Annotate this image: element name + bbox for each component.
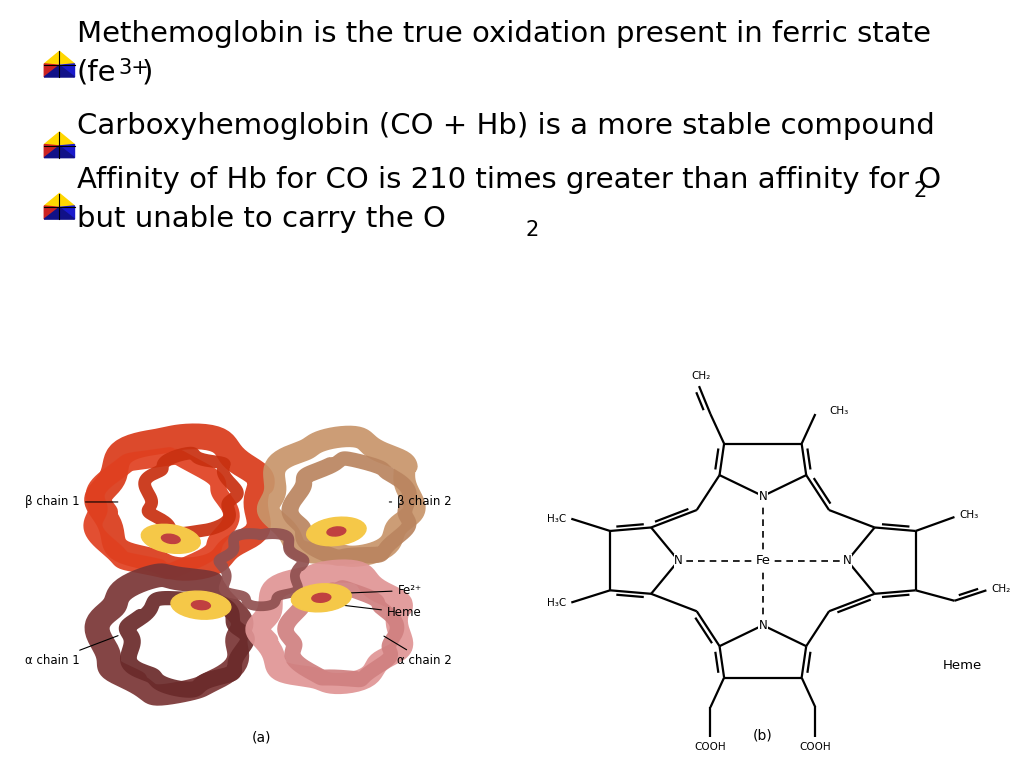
Text: Methemoglobin is the true oxidation present in ferric state: Methemoglobin is the true oxidation pres… bbox=[77, 20, 931, 48]
Text: (a): (a) bbox=[251, 730, 271, 745]
Text: Heme: Heme bbox=[314, 602, 422, 619]
Polygon shape bbox=[59, 206, 75, 219]
Text: β chain 1: β chain 1 bbox=[26, 495, 118, 508]
Ellipse shape bbox=[191, 601, 210, 610]
Text: CH₃: CH₃ bbox=[959, 510, 978, 520]
Ellipse shape bbox=[327, 527, 346, 536]
Ellipse shape bbox=[141, 525, 201, 554]
Polygon shape bbox=[44, 64, 59, 77]
Polygon shape bbox=[44, 65, 75, 77]
Text: 2: 2 bbox=[913, 181, 927, 201]
Polygon shape bbox=[59, 144, 75, 157]
Text: α chain 2: α chain 2 bbox=[384, 636, 452, 667]
Text: β chain 2: β chain 2 bbox=[389, 495, 452, 508]
Ellipse shape bbox=[306, 517, 367, 546]
Ellipse shape bbox=[292, 584, 351, 612]
Text: 2: 2 bbox=[525, 220, 539, 240]
Text: N: N bbox=[674, 554, 683, 567]
Text: COOH: COOH bbox=[800, 742, 831, 752]
Polygon shape bbox=[44, 132, 75, 144]
Text: N: N bbox=[843, 554, 852, 567]
Polygon shape bbox=[44, 207, 75, 219]
Ellipse shape bbox=[162, 535, 180, 544]
Text: CH₃: CH₃ bbox=[829, 406, 848, 415]
Text: N: N bbox=[759, 619, 767, 632]
Text: (b): (b) bbox=[753, 728, 773, 742]
Ellipse shape bbox=[171, 591, 230, 619]
Text: COOH: COOH bbox=[694, 742, 726, 752]
Text: (fe: (fe bbox=[77, 58, 117, 87]
Polygon shape bbox=[44, 144, 59, 157]
Polygon shape bbox=[44, 51, 75, 64]
Ellipse shape bbox=[312, 594, 331, 602]
Text: α chain 1: α chain 1 bbox=[26, 636, 118, 667]
Text: Affinity of Hb for CO is 210 times greater than affinity for O: Affinity of Hb for CO is 210 times great… bbox=[77, 166, 941, 194]
Text: but unable to carry the O: but unable to carry the O bbox=[77, 204, 445, 233]
Text: Fe²⁺: Fe²⁺ bbox=[325, 584, 422, 597]
Text: Heme: Heme bbox=[942, 659, 982, 672]
Text: CH₂: CH₂ bbox=[691, 371, 711, 381]
Text: Fe: Fe bbox=[756, 554, 770, 567]
Polygon shape bbox=[44, 194, 75, 206]
Polygon shape bbox=[59, 64, 75, 77]
Polygon shape bbox=[44, 146, 75, 157]
Text: CH₂: CH₂ bbox=[991, 584, 1011, 594]
Text: N: N bbox=[759, 489, 767, 502]
Text: Carboxyhemoglobin (CO + Hb) is a more stable compound: Carboxyhemoglobin (CO + Hb) is a more st… bbox=[77, 112, 935, 141]
Text: 3+: 3+ bbox=[119, 58, 150, 78]
Text: H₃C: H₃C bbox=[548, 598, 566, 607]
Text: ): ) bbox=[141, 58, 153, 87]
Polygon shape bbox=[44, 206, 59, 219]
Text: H₃C: H₃C bbox=[548, 514, 566, 524]
